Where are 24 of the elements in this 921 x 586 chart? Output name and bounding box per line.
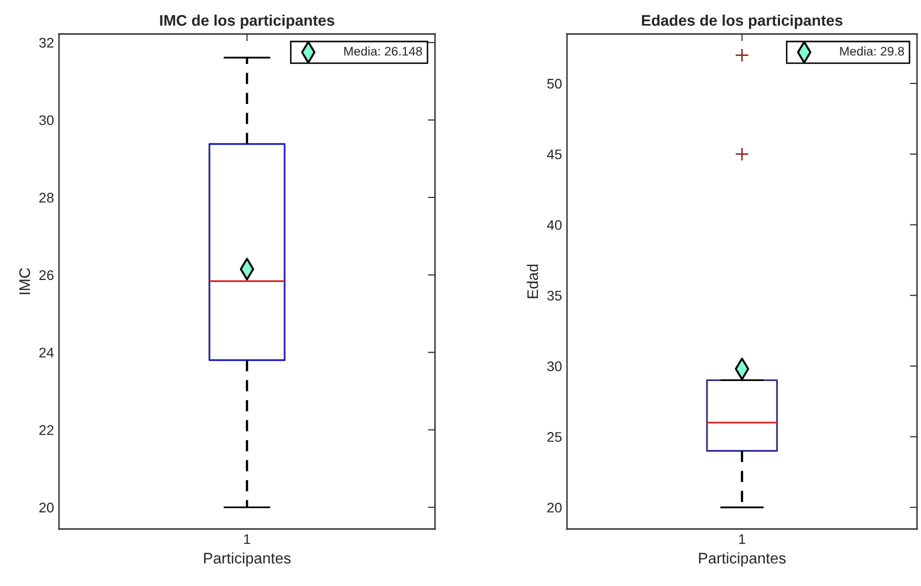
y-tick-label: 20 [547,502,562,513]
x-tick-label: 1 [244,534,250,544]
y-tick-label: 28 [39,192,54,203]
x-tick-label: 1 [739,534,746,544]
y-tick-label: 25 [547,432,562,442]
legend-label: Media: 29.8 [840,46,904,56]
chart-title: Edades de los participantes [642,14,842,29]
y-tick-label: 50 [547,78,562,89]
y-tick-label: 45 [547,150,562,160]
x-axis-title: Participantes [699,552,786,567]
legend-label: Media: 26.148 [344,46,422,56]
chart-title: IMC de los participantes [160,14,334,29]
y-axis-title: IMC [19,268,30,294]
y-tick-label: 40 [547,220,562,230]
x-axis-title: Participantes [204,552,291,567]
y-tick-label: 20 [39,502,54,512]
y-tick-label: 32 [39,38,54,48]
y-tick-label: 26 [39,270,54,280]
y-tick-label: 30 [39,115,54,126]
y-tick-label: 35 [547,290,562,301]
y-axis-title: Edad [526,264,538,298]
y-tick-label: 24 [39,348,54,358]
y-tick-label: 22 [39,425,54,435]
y-tick-label: 30 [547,361,562,372]
